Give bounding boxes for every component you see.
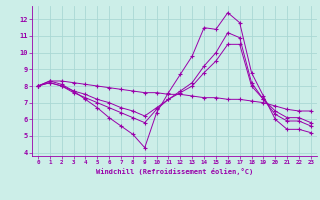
- X-axis label: Windchill (Refroidissement éolien,°C): Windchill (Refroidissement éolien,°C): [96, 168, 253, 175]
